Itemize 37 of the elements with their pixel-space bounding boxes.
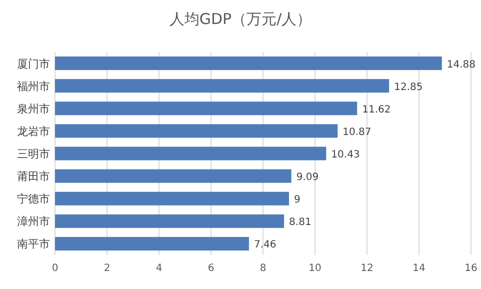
x-tick-label: 12 bbox=[360, 263, 374, 274]
chart-title: 人均GDP（万元/人） bbox=[169, 10, 312, 28]
x-tick-label: 4 bbox=[156, 263, 162, 274]
y-tick-label: 三明市 bbox=[17, 148, 50, 160]
bar bbox=[55, 214, 284, 228]
bar bbox=[55, 169, 292, 183]
x-tick-label: 10 bbox=[308, 263, 322, 274]
data-label: 11.62 bbox=[362, 104, 391, 116]
data-label: 9 bbox=[294, 194, 300, 206]
x-tick-label: 6 bbox=[208, 263, 214, 274]
data-label: 10.87 bbox=[342, 126, 372, 138]
data-label: 9.09 bbox=[296, 172, 319, 184]
x-tick-label: 0 bbox=[52, 263, 58, 274]
y-tick-label: 福州市 bbox=[17, 80, 50, 93]
bar bbox=[55, 102, 358, 116]
bar bbox=[55, 124, 338, 138]
bar bbox=[55, 146, 326, 160]
data-label: 7.46 bbox=[254, 240, 276, 251]
data-label: 12.85 bbox=[394, 82, 423, 93]
bar bbox=[55, 236, 249, 250]
x-tick-label: 8 bbox=[260, 263, 266, 274]
x-tick-label: 16 bbox=[464, 263, 478, 274]
x-tick-label: 2 bbox=[104, 263, 110, 274]
y-tick-label: 莆田市 bbox=[17, 170, 50, 184]
y-tick-label: 泉州市 bbox=[17, 102, 50, 116]
y-tick-label: 龙岩市 bbox=[17, 124, 50, 138]
data-label: 14.88 bbox=[446, 59, 476, 70]
bar bbox=[55, 56, 442, 70]
data-label: 10.43 bbox=[331, 150, 360, 160]
y-tick-label: 宁德市 bbox=[17, 192, 50, 206]
bar bbox=[55, 79, 390, 93]
x-tick-label: 14 bbox=[412, 263, 426, 274]
y-tick-label: 漳州市 bbox=[17, 215, 50, 228]
y-tick-label: 南平市 bbox=[17, 238, 50, 251]
y-tick-label: 厦门市 bbox=[17, 57, 50, 70]
bar bbox=[55, 192, 289, 206]
data-label: 8.81 bbox=[289, 217, 312, 228]
